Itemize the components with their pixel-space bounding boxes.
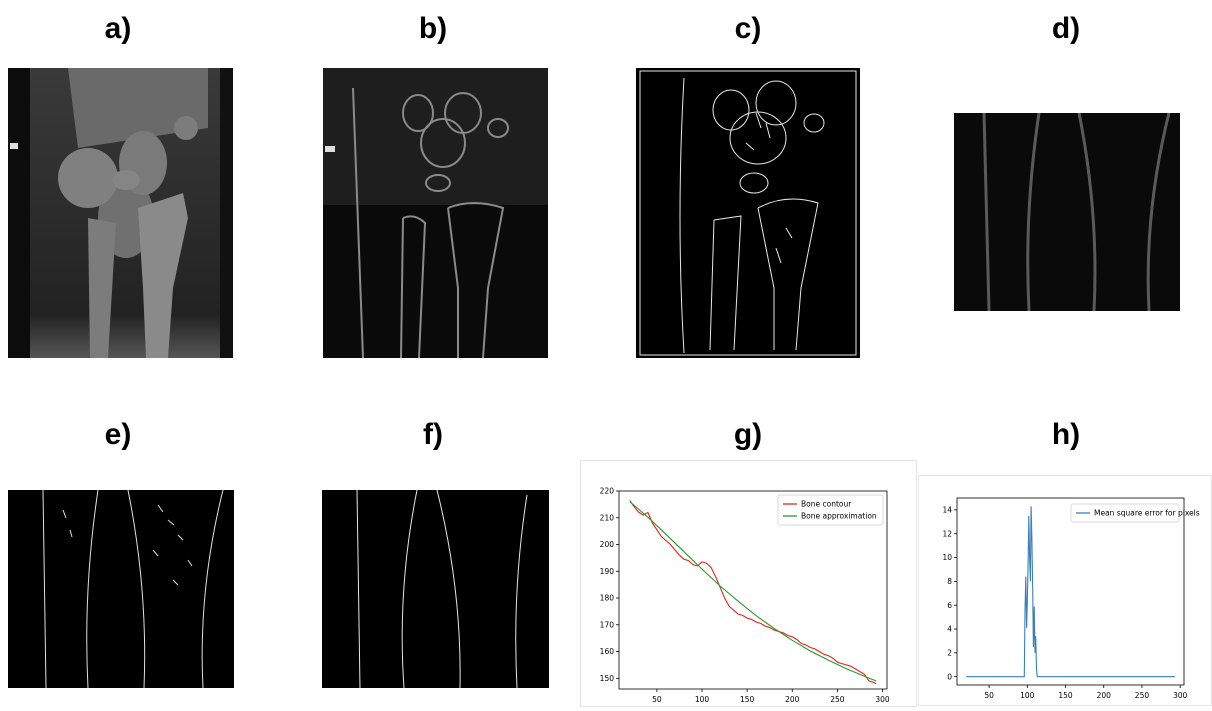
x-tick-label: 100: [695, 695, 710, 704]
mse-chart-svg: 50 100 150 200 250 300 0 2 4 6 8 10 12 14 Mean square …: [942, 497, 1200, 700]
legend-label: Bone contour: [801, 500, 852, 509]
x-tick-label: 150: [1058, 691, 1073, 700]
x-tick-label: 100: [1020, 691, 1035, 700]
contour-image: [322, 490, 549, 688]
series-line-0: [966, 506, 1175, 678]
panel-label-h: h): [1051, 418, 1081, 451]
y-tick-label: 170: [600, 620, 615, 629]
series-line-0: [629, 500, 877, 685]
legend-label: Mean square error for pixels: [1094, 509, 1200, 518]
panel-label-b: b): [418, 12, 448, 45]
y-tick-label: 6: [947, 601, 952, 610]
legend-box: [1070, 503, 1180, 523]
y-tick-label: 10: [942, 553, 952, 562]
x-tick-label: 200: [1097, 691, 1112, 700]
x-tick-label: 300: [875, 695, 890, 704]
filtered-image: [323, 68, 548, 358]
x-tick-label: 300: [1173, 691, 1188, 700]
y-tick-label: 190: [600, 567, 615, 576]
x-tick-label: 200: [785, 695, 800, 704]
y-tick-label: 160: [600, 647, 615, 656]
y-tick-label: 150: [600, 674, 615, 683]
edge-image: [636, 68, 860, 358]
y-tick-label: 12: [942, 529, 952, 538]
y-tick-label: 8: [947, 577, 952, 586]
panel-label-e: e): [104, 418, 132, 451]
y-tick-label: 14: [942, 506, 952, 515]
x-tick-label: 250: [1135, 691, 1150, 700]
y-tick-label: 180: [600, 594, 615, 603]
panel-label-c: c): [734, 12, 762, 45]
x-tick-label: 250: [830, 695, 845, 704]
panel-label-g: g): [733, 418, 763, 451]
cropped-bone-image: [954, 113, 1180, 311]
x-tick-label: 50: [984, 691, 994, 700]
x-tick-label: 150: [740, 695, 755, 704]
y-tick-label: 0: [947, 672, 952, 681]
plot-frame: [956, 497, 1185, 686]
y-tick-label: 200: [600, 540, 615, 549]
xray-image: [8, 68, 233, 358]
plot-frame: [618, 490, 888, 690]
y-tick-label: 4: [947, 625, 952, 634]
panel-label-f: f): [423, 418, 443, 451]
bone-fit-chart: 50 100 150 200 250 300 150 160 170 180 190 200 210 22…: [580, 460, 917, 707]
y-tick-label: 210: [600, 513, 615, 522]
legend-box: [777, 494, 884, 526]
mse-chart: 50 100 150 200 250 300 0 2 4 6 8 10 12 14 Mean square …: [918, 475, 1212, 706]
x-tick-label: 50: [652, 695, 662, 704]
legend-label: Bone approximation: [801, 512, 877, 521]
edge-crop-image: [8, 490, 234, 688]
y-tick-label: 220: [600, 487, 615, 496]
bone-fit-chart-svg: 50 100 150 200 250 300 150 160 170 180 190 200 210 22…: [600, 487, 890, 704]
series-line-1: [629, 501, 877, 682]
panel-label-a: a): [104, 12, 132, 45]
panel-label-d: d): [1051, 12, 1081, 45]
y-tick-label: 2: [947, 648, 952, 657]
